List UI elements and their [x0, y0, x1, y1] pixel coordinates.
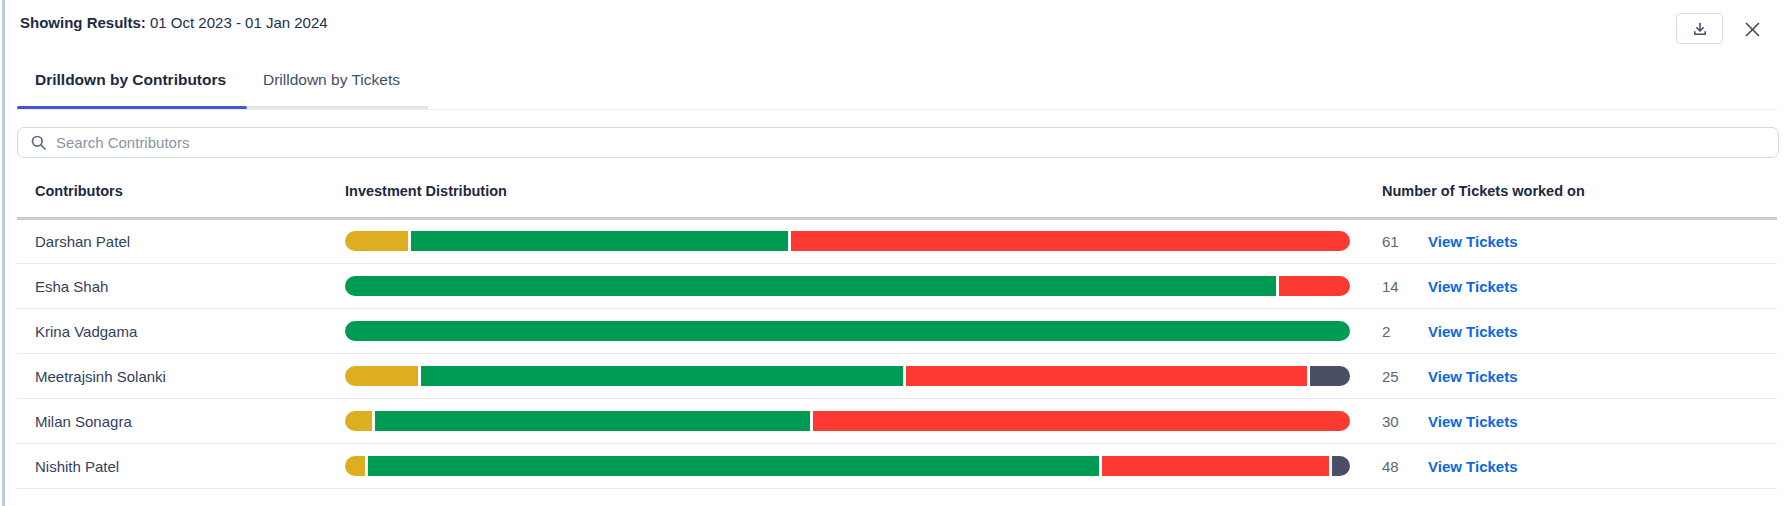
contributor-name: Meetrajsinh Solanki [35, 368, 166, 385]
contributor-name: Nishith Patel [35, 458, 119, 475]
green-segment[interactable] [368, 456, 1099, 476]
tickets-count: 14 [1382, 278, 1399, 295]
yellow-segment[interactable] [345, 411, 372, 431]
download-icon [1692, 21, 1708, 37]
showing-results-label: Showing Results: [20, 14, 146, 31]
yellow-segment[interactable] [345, 366, 418, 386]
investment-distribution-bar [345, 231, 1350, 251]
red-segment[interactable] [813, 411, 1350, 431]
investment-distribution-bar [345, 366, 1350, 386]
table-row: Milan Sonagra 30 View Tickets [17, 399, 1777, 444]
showing-results-value: 01 Oct 2023 - 01 Jan 2024 [150, 14, 328, 31]
investment-distribution-bar [345, 411, 1350, 431]
table-body: Darshan Patel 61 View Tickets Esha Shah … [0, 219, 1792, 489]
tab-drilldown-by-contributors[interactable]: Drilldown by Contributors [35, 71, 226, 89]
showing-results-text: Showing Results: 01 Oct 2023 - 01 Jan 20… [20, 14, 328, 31]
slate-segment[interactable] [1310, 366, 1350, 386]
column-header-number-of-tickets: Number of Tickets worked on [1382, 183, 1585, 199]
search-contributors-box [17, 127, 1779, 158]
tab-drilldown-by-tickets[interactable]: Drilldown by Tickets [263, 71, 400, 89]
view-tickets-link[interactable]: View Tickets [1428, 278, 1518, 295]
tickets-count: 61 [1382, 233, 1399, 250]
green-segment[interactable] [345, 321, 1350, 341]
table-row: Esha Shah 14 View Tickets [17, 264, 1777, 309]
red-segment[interactable] [1279, 276, 1350, 296]
drilldown-panel: Showing Results: 01 Oct 2023 - 01 Jan 20… [0, 0, 1792, 506]
investment-distribution-bar [345, 456, 1350, 476]
table-row: Meetrajsinh Solanki 25 View Tickets [17, 354, 1777, 399]
contributor-name: Esha Shah [35, 278, 108, 295]
table-row: Nishith Patel 48 View Tickets [17, 444, 1777, 489]
table-row: Krina Vadgama 2 View Tickets [17, 309, 1777, 354]
view-tickets-link[interactable]: View Tickets [1428, 323, 1518, 340]
contributor-name: Darshan Patel [35, 233, 130, 250]
column-header-investment-distribution: Investment Distribution [345, 183, 507, 199]
slate-segment[interactable] [1332, 456, 1350, 476]
green-segment[interactable] [375, 411, 810, 431]
tickets-count: 2 [1382, 323, 1390, 340]
close-button[interactable] [1740, 17, 1764, 41]
contributor-name: Krina Vadgama [35, 323, 137, 340]
search-icon [30, 134, 47, 151]
contributor-name: Milan Sonagra [35, 413, 132, 430]
red-segment[interactable] [906, 366, 1307, 386]
green-segment[interactable] [345, 276, 1276, 296]
yellow-segment[interactable] [345, 456, 365, 476]
red-segment[interactable] [1102, 456, 1329, 476]
search-contributors-input[interactable] [56, 134, 1778, 151]
green-segment[interactable] [411, 231, 788, 251]
tabs-bottom-border [17, 109, 1777, 110]
close-icon [1743, 20, 1762, 39]
view-tickets-link[interactable]: View Tickets [1428, 233, 1518, 250]
download-button[interactable] [1676, 13, 1723, 44]
column-header-contributors: Contributors [35, 183, 123, 199]
tickets-count: 30 [1382, 413, 1399, 430]
investment-distribution-bar [345, 321, 1350, 341]
investment-distribution-bar [345, 276, 1350, 296]
view-tickets-link[interactable]: View Tickets [1428, 368, 1518, 385]
view-tickets-link[interactable]: View Tickets [1428, 458, 1518, 475]
tickets-count: 25 [1382, 368, 1399, 385]
tickets-count: 48 [1382, 458, 1399, 475]
view-tickets-link[interactable]: View Tickets [1428, 413, 1518, 430]
red-segment[interactable] [791, 231, 1350, 251]
table-row: Darshan Patel 61 View Tickets [17, 219, 1777, 264]
green-segment[interactable] [421, 366, 903, 386]
yellow-segment[interactable] [345, 231, 408, 251]
